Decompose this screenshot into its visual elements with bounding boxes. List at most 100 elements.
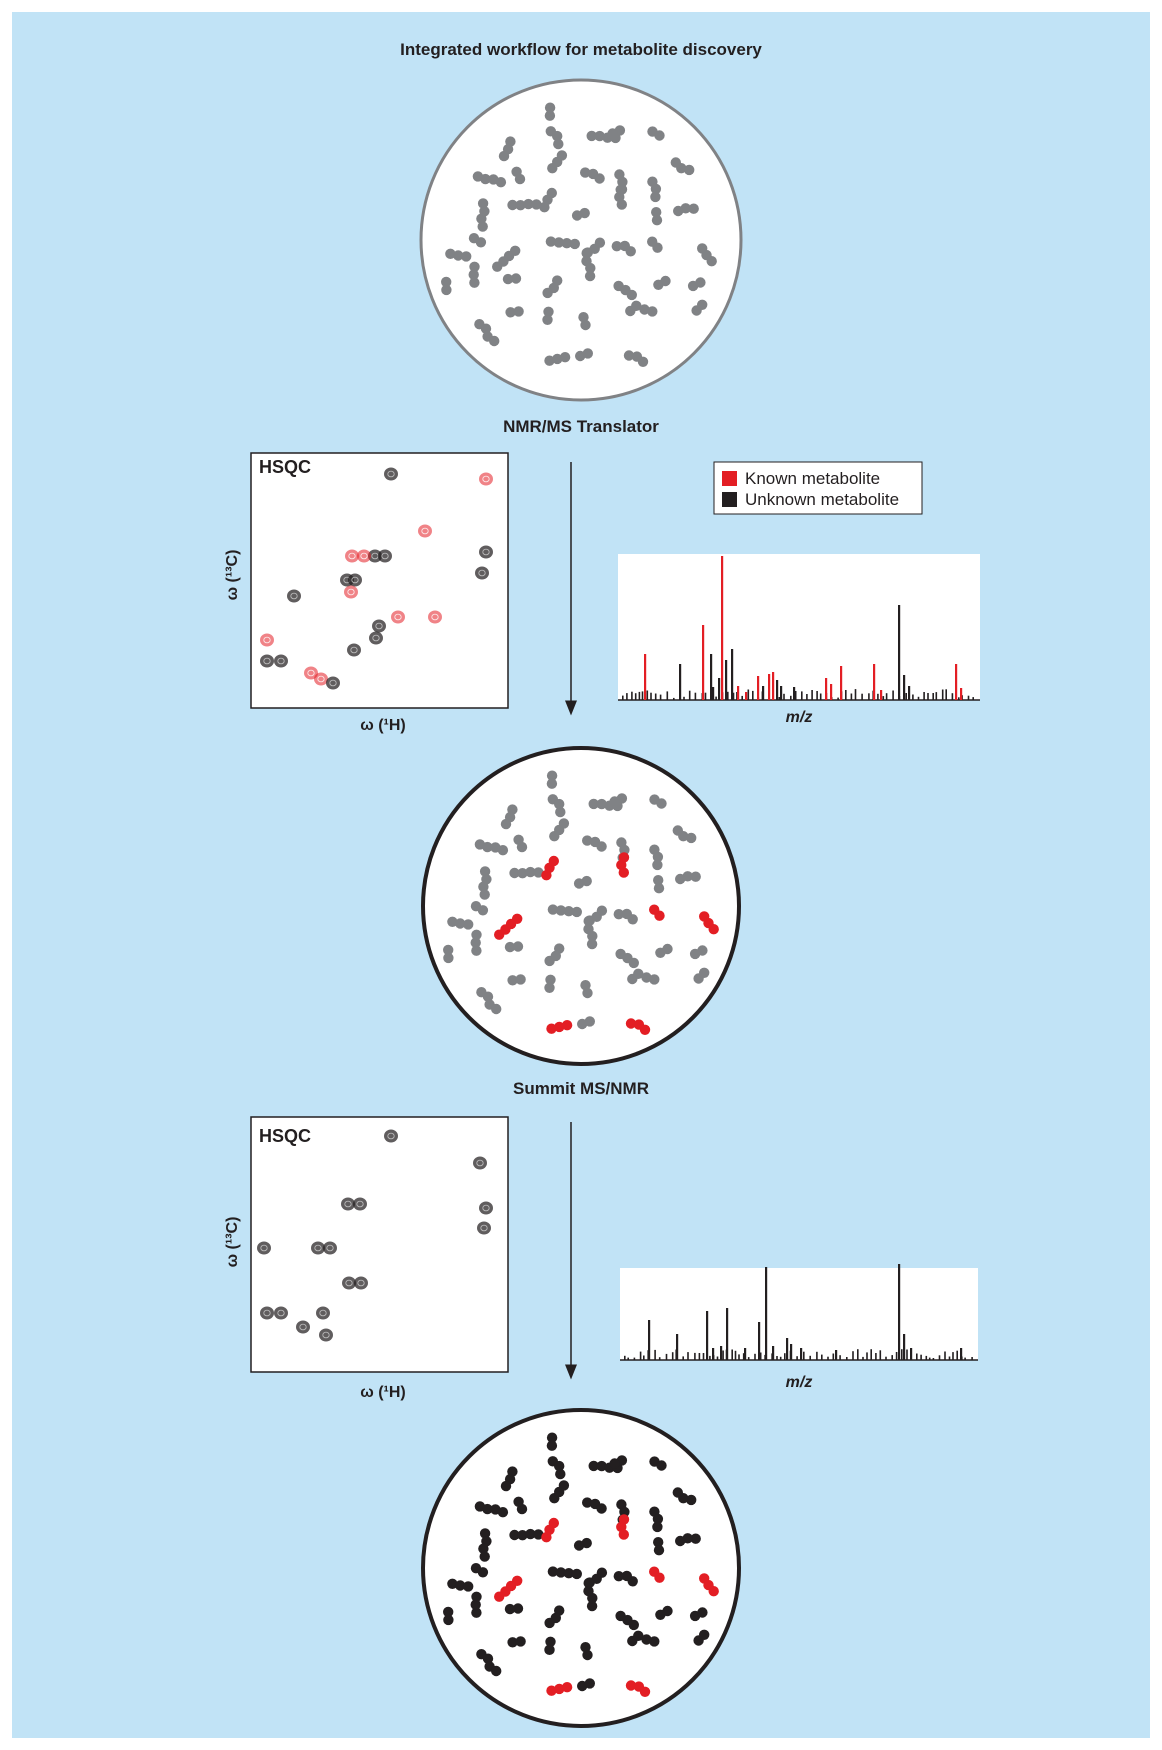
metabolite-molecule	[609, 793, 628, 807]
ms-peak	[736, 692, 738, 700]
metabolite-molecule	[655, 1605, 673, 1621]
ms-peak	[941, 689, 944, 700]
ms-peak	[964, 1357, 966, 1360]
ms-peak	[694, 692, 697, 700]
metabolite-molecule	[697, 243, 717, 267]
ms-peak	[673, 697, 675, 700]
hsqc-peak	[473, 1156, 487, 1170]
metabolite-molecule	[582, 835, 607, 852]
legend-item-known: Known metabolite	[722, 469, 880, 488]
ms-peak	[634, 693, 637, 700]
metabolite-molecule	[693, 967, 710, 984]
metabolite-molecule	[672, 825, 697, 844]
metabolite-molecule	[675, 871, 701, 885]
ms-peak	[916, 1353, 918, 1360]
metabolite-molecule	[443, 944, 454, 964]
ms-peak	[794, 691, 797, 700]
hsqc-peak	[311, 1241, 325, 1255]
hsqc-panel-2: HSQC ω (¹H) ω (¹³C)	[224, 1116, 509, 1401]
metabolite-molecule	[544, 943, 565, 967]
ms-peak	[682, 1356, 684, 1360]
hsqc-peak	[354, 1276, 368, 1290]
ms-peak	[654, 693, 657, 700]
metabolite-molecule	[575, 348, 593, 362]
ms-peak	[765, 1267, 768, 1360]
hsqc-peak	[274, 654, 288, 668]
ms-peak	[722, 1350, 724, 1360]
ms-peak	[725, 660, 728, 700]
ms-peak	[731, 1349, 733, 1360]
y-axis-label: ω (¹³C)	[224, 550, 241, 601]
ms-peak	[737, 686, 740, 700]
ms-peak	[806, 694, 808, 700]
metabolite-molecule	[649, 1456, 667, 1471]
metabolite-molecule	[583, 1577, 598, 1612]
metabolite-molecule	[653, 275, 671, 290]
hsqc-peak	[479, 545, 493, 559]
ms-spectrum-1: m/z	[618, 554, 980, 726]
hsqc-peak	[316, 1306, 330, 1320]
ms-peak	[800, 1348, 803, 1360]
metabolite-molecule	[498, 136, 516, 162]
ms-peak	[633, 1357, 636, 1360]
ms-peak	[712, 1348, 715, 1360]
ms-peak	[671, 1352, 674, 1360]
ms-peak	[882, 696, 885, 700]
hsqc-label: HSQC	[259, 1126, 311, 1146]
ms-peak	[857, 1349, 859, 1360]
ms-peak	[783, 693, 785, 700]
hsqc-peak	[384, 1129, 398, 1143]
metabolite-molecule	[492, 245, 521, 272]
ms-peak	[706, 1311, 709, 1360]
metabolite-molecule	[494, 913, 523, 940]
metabolite-molecule	[544, 1605, 565, 1629]
metabolite-molecule	[670, 157, 695, 176]
metabolite-molecule	[509, 866, 544, 879]
metabolite-molecule	[546, 1019, 573, 1034]
metabolite-molecule	[539, 187, 557, 213]
metabolite-molecule	[625, 300, 642, 317]
ms-peak	[854, 689, 857, 700]
metabolite-molecule	[470, 1591, 482, 1618]
metabolite-molecule	[573, 1537, 592, 1551]
ms-peak	[840, 666, 843, 700]
ms-spectrum-2: m/z	[620, 1264, 978, 1391]
hsqc-peak	[475, 566, 489, 580]
ms-peak	[935, 692, 938, 700]
hsqc-peak	[357, 549, 371, 563]
metabolite-molecule	[639, 304, 658, 317]
hsqc-peak	[257, 1241, 271, 1255]
hsqc-peak	[314, 672, 328, 686]
metabolite-molecule	[699, 1573, 719, 1597]
ms-peak	[910, 1348, 913, 1360]
metabolite-molecule	[641, 1634, 660, 1647]
ms-peak	[932, 1358, 935, 1360]
ms-peak	[644, 654, 647, 700]
ms-peak	[960, 1348, 963, 1360]
ms-peak	[676, 1334, 679, 1360]
ms-peak	[905, 693, 907, 700]
ms-peak	[738, 1354, 740, 1360]
ms-peak	[801, 691, 803, 700]
metabolite-molecule	[500, 1466, 518, 1492]
metabolite-molecule	[588, 1460, 623, 1474]
ms-peak	[768, 674, 771, 700]
ms-peak	[901, 1349, 903, 1360]
ms-peak	[846, 1357, 848, 1360]
ms-peak	[732, 692, 735, 700]
ms-peak	[862, 1356, 864, 1360]
hsqc-peak	[477, 1221, 491, 1235]
metabolite-molecule	[505, 306, 524, 318]
ms-peak	[866, 1352, 868, 1360]
hsqc-peak	[323, 1241, 337, 1255]
ms-peak	[952, 1352, 954, 1360]
metabolite-molecule	[547, 1456, 566, 1480]
ms-peak	[754, 1353, 756, 1360]
ms-peak	[938, 1355, 941, 1360]
ms-peak	[721, 556, 724, 700]
ms-peak	[741, 695, 743, 700]
ms-peak	[816, 1351, 818, 1360]
metabolite-pool-circle-unannotated	[419, 78, 743, 402]
ms-peak	[702, 1353, 705, 1360]
metabolite-molecule	[627, 1630, 644, 1647]
